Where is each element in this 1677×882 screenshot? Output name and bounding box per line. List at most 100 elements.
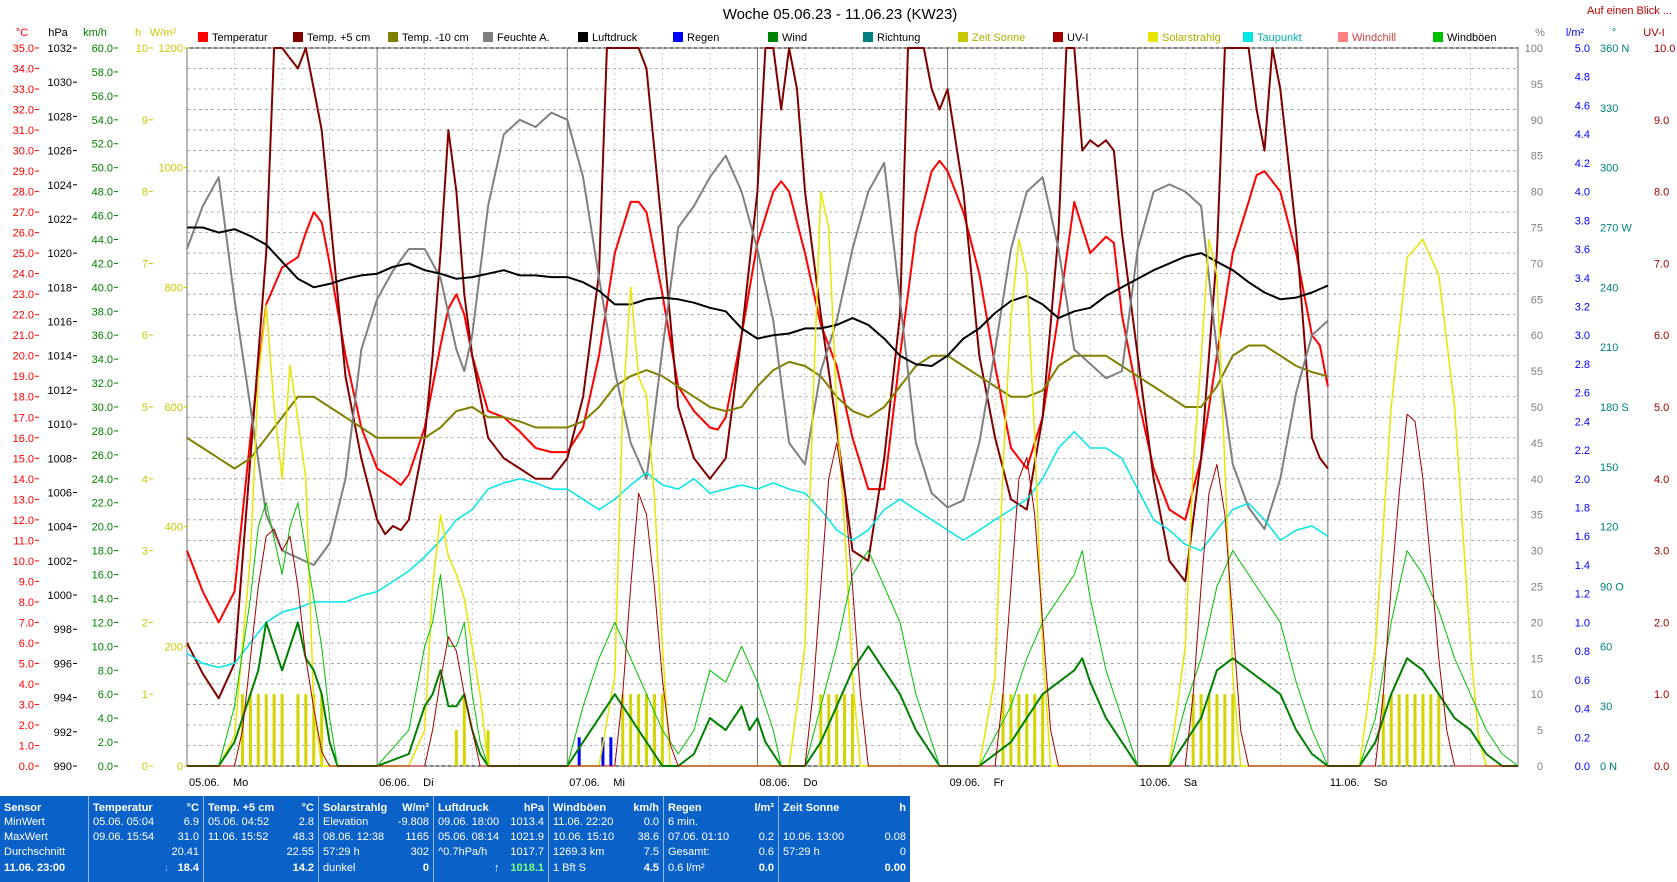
- panel-temp5-max-time: 11.06. 15:52: [208, 831, 269, 843]
- axis-tick-temp: 31.0: [13, 125, 34, 137]
- axis-tick-pressure: 994: [54, 693, 72, 705]
- sunshine-bar: [296, 694, 300, 766]
- axis-tick-humidity: 65: [1531, 294, 1543, 306]
- sunshine-bar: [652, 694, 656, 766]
- sunshine-bar: [843, 694, 847, 766]
- axis-tick-wind: 18.0: [92, 546, 113, 558]
- legend-swatch: [1148, 32, 1158, 42]
- axis-tick-pressure: 1006: [48, 487, 72, 499]
- panel-pressure-avg: 1017.7: [510, 846, 544, 858]
- panel-solar-header: Solarstrahlg: [323, 802, 388, 814]
- series-temp-5-cm-line: [186, 47, 1329, 700]
- axis-tick-sun: 3: [142, 546, 148, 558]
- rain-bar: [601, 737, 605, 766]
- sunshine-bar: [1421, 694, 1425, 766]
- axis-tick-wind: 22.0: [92, 498, 113, 510]
- axis-tick-wind: 40.0: [92, 282, 113, 294]
- x-tick-date: 06.06.: [379, 777, 410, 789]
- legend-swatch: [483, 32, 493, 42]
- rain-bar: [577, 737, 581, 766]
- axis-tick-humidity: 75: [1531, 223, 1543, 235]
- axis-tick-temp: 23.0: [13, 289, 34, 301]
- legend-swatch: [768, 32, 778, 42]
- axis-tick-direction: 360 N: [1600, 43, 1629, 55]
- axis-tick-wind: 8.0: [98, 665, 113, 677]
- axis-tick-temp: 18.0: [13, 392, 34, 404]
- panel-sunh-header: Zeit Sonne: [783, 802, 840, 814]
- panel-pressure-trend-icon: ↑: [494, 862, 500, 874]
- axis-tick-sun: 10: [136, 43, 148, 55]
- axis-tick-wind: 36.0: [92, 330, 113, 342]
- axis-tick-sun: 6: [142, 330, 148, 342]
- axis-tick-humidity: 40: [1531, 474, 1543, 486]
- sunshine-bar: [1207, 694, 1211, 766]
- axis-tick-wind: 28.0: [92, 426, 113, 438]
- panel-gust-bft: 1 Bft S: [553, 862, 587, 874]
- panel-sunh-max: 0.08: [884, 831, 906, 843]
- axis-tick-uv: 4.0: [1654, 474, 1669, 486]
- axis-tick-pressure: 1014: [48, 351, 72, 363]
- axis-tick-rain: 2.0: [1575, 474, 1590, 486]
- x-tick-date: 11.06.: [1330, 777, 1360, 789]
- axis-tick-wind: 10.0: [92, 641, 113, 653]
- panel-temp-now: 18.4: [177, 862, 199, 874]
- sunshine-bar: [1199, 694, 1203, 766]
- panel-gust-max-time: 10.06. 15:10: [553, 831, 615, 843]
- axis-unit-header: W/m²: [150, 27, 177, 39]
- axis-tick-humidity: 20: [1531, 617, 1543, 629]
- sunshine-bar: [1231, 694, 1235, 766]
- axis-tick-temp: 4.0: [19, 679, 34, 691]
- sunshine-bar: [462, 694, 466, 766]
- panel-pressure-min: 1013.4: [510, 816, 544, 828]
- legend-label: Solarstrahlg: [1162, 32, 1221, 44]
- axis-tick-uv: 10.0: [1654, 43, 1675, 55]
- axis-tick-humidity: 70: [1531, 258, 1543, 270]
- legend-label: Taupunkt: [1257, 32, 1302, 44]
- panel-sensor-min: MinWert: [4, 816, 45, 828]
- axis-tick-uv: 8.0: [1654, 187, 1669, 199]
- axis-tick-temp: 14.0: [13, 474, 34, 486]
- sunshine-bar: [1025, 694, 1029, 766]
- sunshine-bar: [312, 694, 316, 766]
- panel-sunh-max-time: 10.06. 13:00: [783, 831, 845, 843]
- axis-tick-wind: 30.0: [92, 402, 113, 414]
- legend-swatch: [388, 32, 398, 42]
- sunshine-bar: [1389, 694, 1393, 766]
- x-tick-date: 08.06.: [759, 777, 790, 789]
- panel-rain-max: 0.2: [758, 831, 774, 843]
- axis-tick-temp: 9.0: [19, 576, 34, 588]
- axis-tick-humidity: 85: [1531, 151, 1543, 163]
- panel-solar-dur: 57:29 h: [323, 846, 360, 858]
- axis-tick-pressure: 1022: [48, 214, 72, 226]
- axis-tick-wind: 38.0: [92, 306, 113, 318]
- panel-solar: Solarstrahlg W/m² Elevation -9.808 08.06. …: [319, 796, 433, 882]
- axis-tick-humidity: 10: [1531, 689, 1543, 701]
- panel-temp5-min-time: 05.06. 04:52: [208, 816, 270, 828]
- sunshine-bar: [1001, 694, 1005, 766]
- axis-tick-pressure: 1026: [48, 146, 72, 158]
- axis-tick-rain: 3.0: [1575, 330, 1590, 342]
- axis-tick-pressure: 1016: [48, 317, 72, 329]
- panel-temp-header: Temperatur: [93, 802, 153, 814]
- axis-tick-rain: 2.6: [1575, 388, 1590, 400]
- axis-unit-header: h: [135, 27, 141, 39]
- legend-swatch: [673, 32, 683, 42]
- axis-tick-rain: 2.4: [1575, 416, 1590, 428]
- sunshine-bar: [1009, 694, 1013, 766]
- plot-area: [186, 47, 1519, 767]
- axis-tick-wind: 32.0: [92, 378, 113, 390]
- panel-gust-avg: 7.5: [643, 846, 659, 858]
- axis-tick-wind: 4.0: [98, 713, 113, 725]
- axis-tick-uv: 9.0: [1654, 115, 1669, 127]
- sunshine-bar: [851, 694, 854, 766]
- panel-temp-max: 31.0: [177, 831, 199, 843]
- series-uv-i-line: [187, 413, 1518, 767]
- axis-tick-direction: 330: [1600, 103, 1618, 115]
- axis-tick-rain: 0.8: [1575, 646, 1590, 658]
- panel-gust-distance: 1269.3 km: [553, 846, 605, 858]
- panel-pressure-header: Luftdruck: [438, 802, 489, 814]
- axis-tick-direction: 240: [1600, 282, 1618, 294]
- axis-tick-temp: 7.0: [19, 617, 34, 629]
- axis-tick-solar: 1200: [159, 43, 183, 55]
- axis-tick-rain: 0.2: [1575, 732, 1590, 744]
